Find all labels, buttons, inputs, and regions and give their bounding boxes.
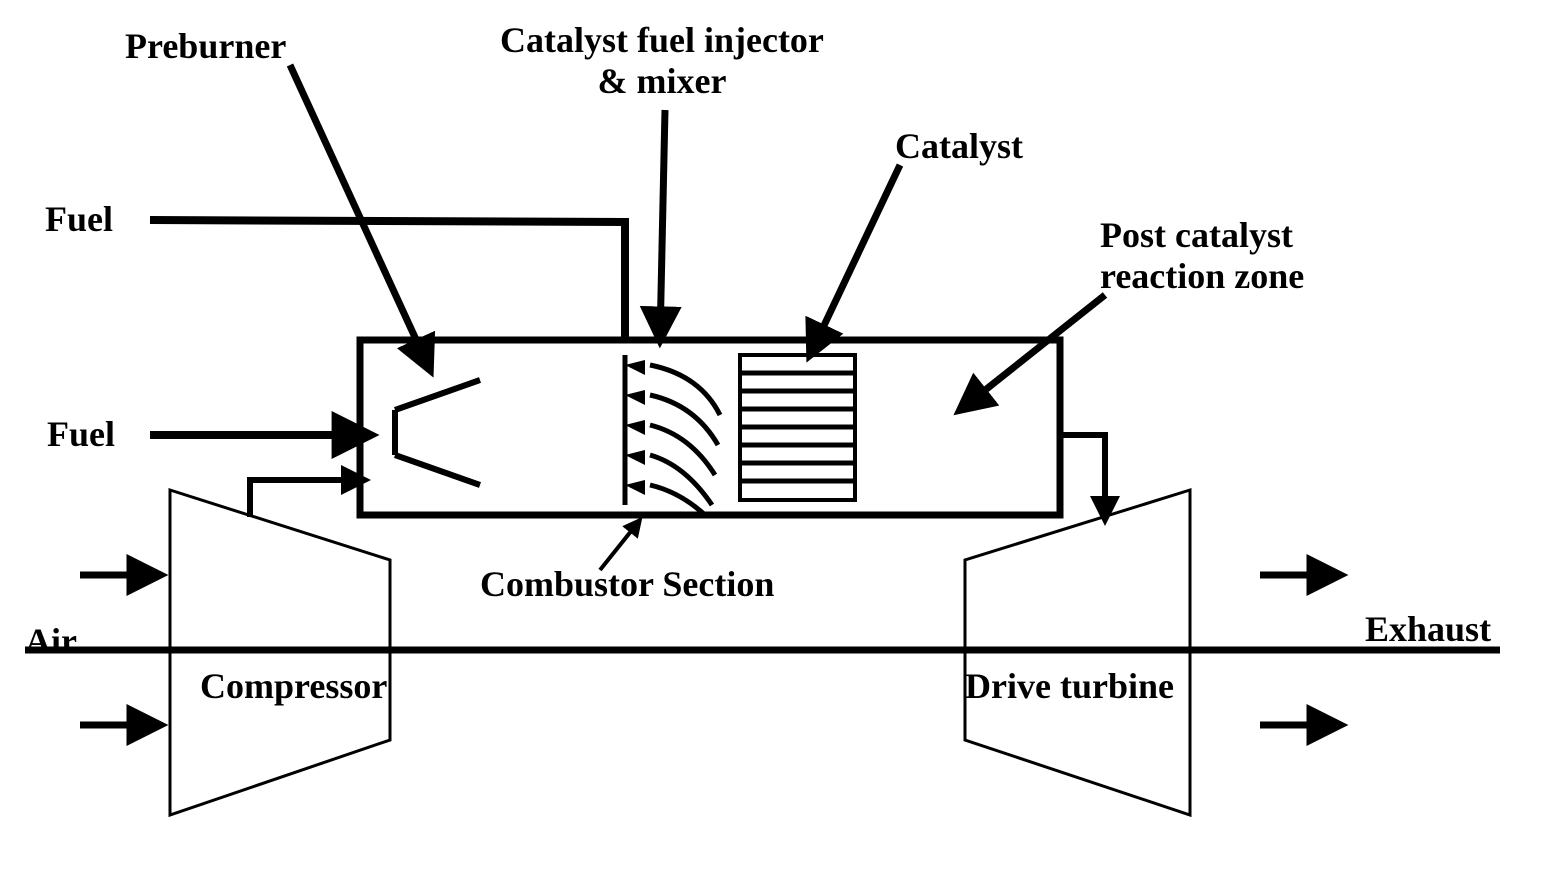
catalyst-hatch: [740, 355, 855, 500]
label-air: Air: [25, 620, 77, 662]
combustor-to-turbine: [1060, 435, 1105, 520]
label-exhaust: Exhaust: [1365, 608, 1491, 650]
label-combustor-section: Combustor Section: [480, 563, 774, 605]
label-fuel-1: Fuel: [45, 198, 113, 240]
preburner-shape: [395, 380, 480, 485]
arrow-post-catalyst: [960, 295, 1105, 410]
label-compressor: Compressor: [200, 665, 387, 707]
arrow-injector: [660, 110, 665, 340]
label-catalyst: Catalyst: [895, 125, 1023, 167]
label-drive-turbine: Drive turbine: [965, 665, 1174, 707]
injector-assembly: [625, 355, 720, 515]
label-fuel-2: Fuel: [47, 413, 115, 455]
label-catalyst-injector: Catalyst fuel injector & mixer: [500, 20, 824, 103]
combustor-rect: [360, 340, 1060, 515]
arrow-catalyst: [810, 165, 900, 355]
compressor-to-combustor: [250, 480, 365, 517]
label-preburner: Preburner: [125, 25, 286, 67]
label-post-catalyst: Post catalyst reaction zone: [1100, 215, 1304, 298]
